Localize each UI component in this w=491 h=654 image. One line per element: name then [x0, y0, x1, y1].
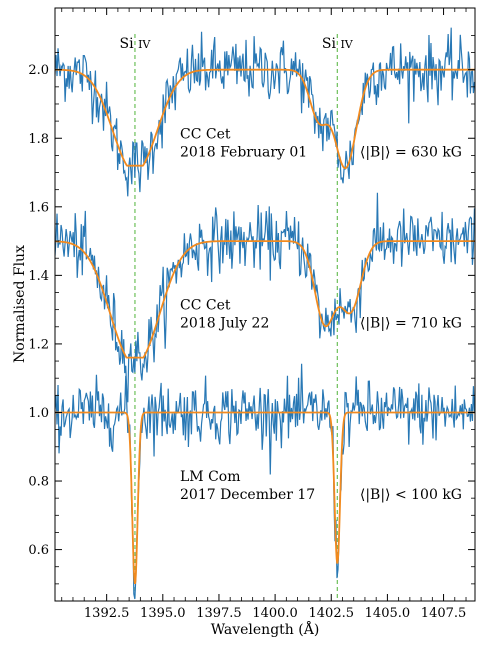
model-fit-line — [55, 411, 475, 585]
y-tick-label: 0.6 — [28, 543, 49, 558]
observation-date-label: 2018 July 22 — [180, 316, 269, 332]
field-strength-label: ⟨|B|⟩ = 630 kG — [360, 144, 462, 160]
y-axis-label: Normalised Flux — [12, 245, 28, 363]
field-strength-label: ⟨|B|⟩ < 100 kG — [360, 487, 462, 503]
x-tick-label: 1402.5 — [309, 606, 355, 621]
field-strength-label: ⟨|B|⟩ = 710 kG — [360, 316, 462, 332]
observed-spectrum-line — [55, 363, 475, 600]
y-tick-label: 0.8 — [28, 475, 49, 490]
observation-date-label: 2018 February 01 — [180, 144, 307, 160]
x-tick-label: 1405.0 — [365, 606, 411, 621]
si-iv-label: Si IV — [120, 36, 152, 52]
x-tick-label: 1397.5 — [196, 606, 242, 621]
y-tick-label: 1.2 — [28, 337, 49, 352]
axis-ticks: 1392.5 1395.0 1397.5 1400.0 1402.5 1405.0 1407… — [28, 8, 475, 621]
x-tick-label: 1400.0 — [252, 606, 298, 621]
observation-date-label: 2017 December 17 — [180, 487, 315, 503]
x-tick-label: 1407.5 — [421, 606, 467, 621]
plot-frame — [54, 7, 476, 602]
y-tick-label: 1.4 — [28, 269, 49, 284]
annotations: Si IV Si IV CC Cet 2018 February 01 ⟨|B|⟩ = … — [120, 36, 462, 503]
model-fit-line — [55, 240, 475, 359]
x-tick-label: 1392.5 — [84, 606, 130, 621]
y-tick-label: 2.0 — [28, 63, 49, 78]
y-tick-label: 1.0 — [28, 406, 49, 421]
series-group — [55, 27, 475, 600]
si-iv-label: Si IV — [322, 36, 354, 52]
observed-spectrum-line — [55, 192, 475, 403]
model-fit-line — [55, 68, 475, 170]
star-name-label: LM Com — [180, 469, 241, 485]
star-name-label: CC Cet — [180, 298, 231, 314]
x-axis-label: Wavelength (Å) — [211, 620, 320, 638]
y-tick-label: 1.8 — [28, 132, 49, 147]
x-tick-label: 1395.0 — [140, 606, 186, 621]
star-name-label: CC Cet — [180, 126, 231, 142]
y-tick-label: 1.6 — [28, 200, 49, 215]
observed-spectrum-line — [55, 27, 475, 197]
